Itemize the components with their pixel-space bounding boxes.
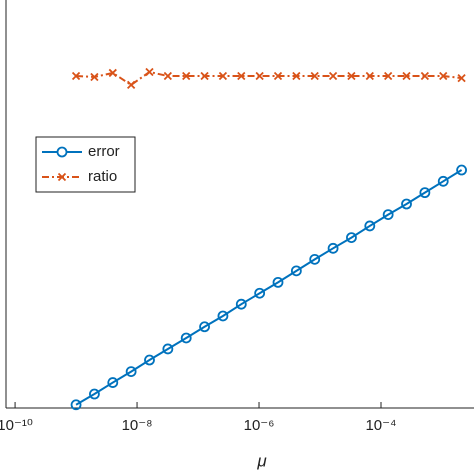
- series-line: [76, 70, 462, 87]
- marker: [382, 209, 394, 220]
- marker: [290, 265, 302, 277]
- marker: [145, 67, 154, 77]
- marker: [144, 354, 155, 366]
- legend-box: [35, 136, 136, 193]
- marker: [70, 399, 82, 411]
- marker: [107, 377, 119, 388]
- marker: [89, 388, 100, 400]
- marker: [199, 321, 210, 333]
- marker: [401, 198, 412, 210]
- marker: [272, 276, 284, 288]
- marker: [217, 310, 229, 322]
- marker: [237, 71, 246, 81]
- marker: [71, 71, 81, 81]
- marker: [180, 332, 192, 344]
- x-tick-label: 10⁻¹⁰: [0, 417, 33, 434]
- x-tick-label: 10⁻⁸: [122, 417, 153, 434]
- marker: [200, 71, 209, 81]
- x-axis-label: μ: [256, 451, 267, 470]
- marker: [457, 73, 466, 83]
- marker: [346, 232, 357, 244]
- marker: [163, 71, 172, 81]
- marker: [364, 220, 376, 232]
- marker: [310, 71, 319, 81]
- marker: [309, 253, 321, 265]
- marker: [182, 71, 191, 81]
- marker: [90, 72, 99, 82]
- marker: [108, 68, 117, 78]
- marker: [255, 71, 264, 81]
- legend-label: error: [88, 143, 120, 160]
- marker: [235, 298, 247, 310]
- marker: [365, 71, 374, 81]
- marker: [125, 366, 137, 378]
- marker: [402, 71, 411, 81]
- x-tick-label: 10⁻⁴: [365, 417, 396, 434]
- marker: [126, 80, 136, 90]
- marker: [328, 71, 338, 81]
- legend-marker: [57, 172, 67, 182]
- marker: [254, 287, 266, 299]
- marker: [384, 71, 393, 81]
- marker: [273, 71, 283, 81]
- marker: [456, 164, 467, 176]
- marker: [439, 71, 448, 81]
- marker: [292, 71, 301, 81]
- marker: [347, 71, 356, 81]
- marker: [162, 343, 174, 355]
- legend-marker: [56, 146, 68, 158]
- marker: [327, 242, 339, 254]
- legend-label: ratio: [88, 168, 117, 185]
- marker: [419, 187, 431, 199]
- marker: [437, 175, 449, 187]
- marker: [420, 71, 430, 81]
- series-line: [75, 169, 463, 406]
- x-tick-label: 10⁻⁶: [244, 417, 275, 434]
- marker: [218, 71, 228, 81]
